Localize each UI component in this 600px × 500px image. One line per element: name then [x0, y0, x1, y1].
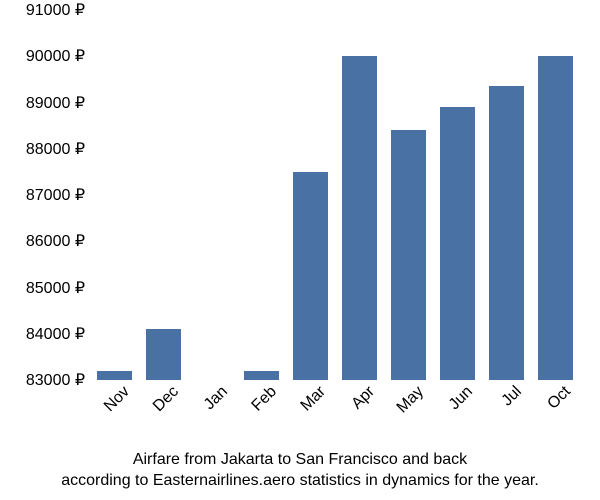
y-axis: 83000 ₽84000 ₽85000 ₽86000 ₽87000 ₽88000…: [0, 10, 85, 380]
chart-caption: Airfare from Jakarta to San Francisco an…: [0, 450, 600, 492]
bar: [538, 56, 573, 380]
bar: [391, 130, 426, 380]
y-tick-label: 88000 ₽: [26, 139, 85, 159]
x-tick-label: Dec: [149, 383, 182, 416]
bar: [146, 329, 181, 380]
bars-container: [90, 10, 580, 380]
y-tick-label: 83000 ₽: [26, 370, 85, 390]
x-tick-label: Mar: [297, 383, 329, 415]
bar: [293, 172, 328, 380]
bar: [342, 56, 377, 380]
airfare-chart: 83000 ₽ 84000 ₽ 85000 ₽ 86000 ₽ 87000 ₽ 88000…: [0, 0, 600, 500]
x-tick-label: Jun: [445, 383, 476, 414]
y-tick-label: 91000 ₽: [26, 0, 85, 20]
x-tick-label: May: [393, 383, 427, 417]
plot-area: [90, 10, 580, 380]
bar: [489, 86, 524, 380]
x-tick-label: Jan: [200, 383, 231, 414]
x-tick-label: Nov: [100, 383, 133, 416]
x-tick-label: Apr: [348, 383, 378, 413]
y-tick-label: 86000 ₽: [26, 231, 85, 251]
bar: [97, 371, 132, 380]
x-tick-label: Oct: [544, 383, 574, 413]
caption-line-2: according to Easternairlines.aero statis…: [61, 472, 539, 489]
bar: [244, 371, 279, 380]
x-axis-labels: Nov Dec Jan Feb Mar Apr May Jun Jul Oct: [90, 383, 580, 443]
y-tick-label: 85000 ₽: [26, 278, 85, 298]
y-tick-label: 84000 ₽: [26, 324, 85, 344]
y-tick-label: 89000 ₽: [26, 93, 85, 113]
y-tick-label: 87000 ₽: [26, 185, 85, 205]
x-tick-label: Feb: [248, 383, 280, 415]
y-tick-label: 90000 ₽: [26, 46, 85, 66]
x-tick-label: Jul: [498, 383, 525, 410]
bar: [440, 107, 475, 380]
caption-line-1: Airfare from Jakarta to San Francisco an…: [133, 451, 467, 468]
